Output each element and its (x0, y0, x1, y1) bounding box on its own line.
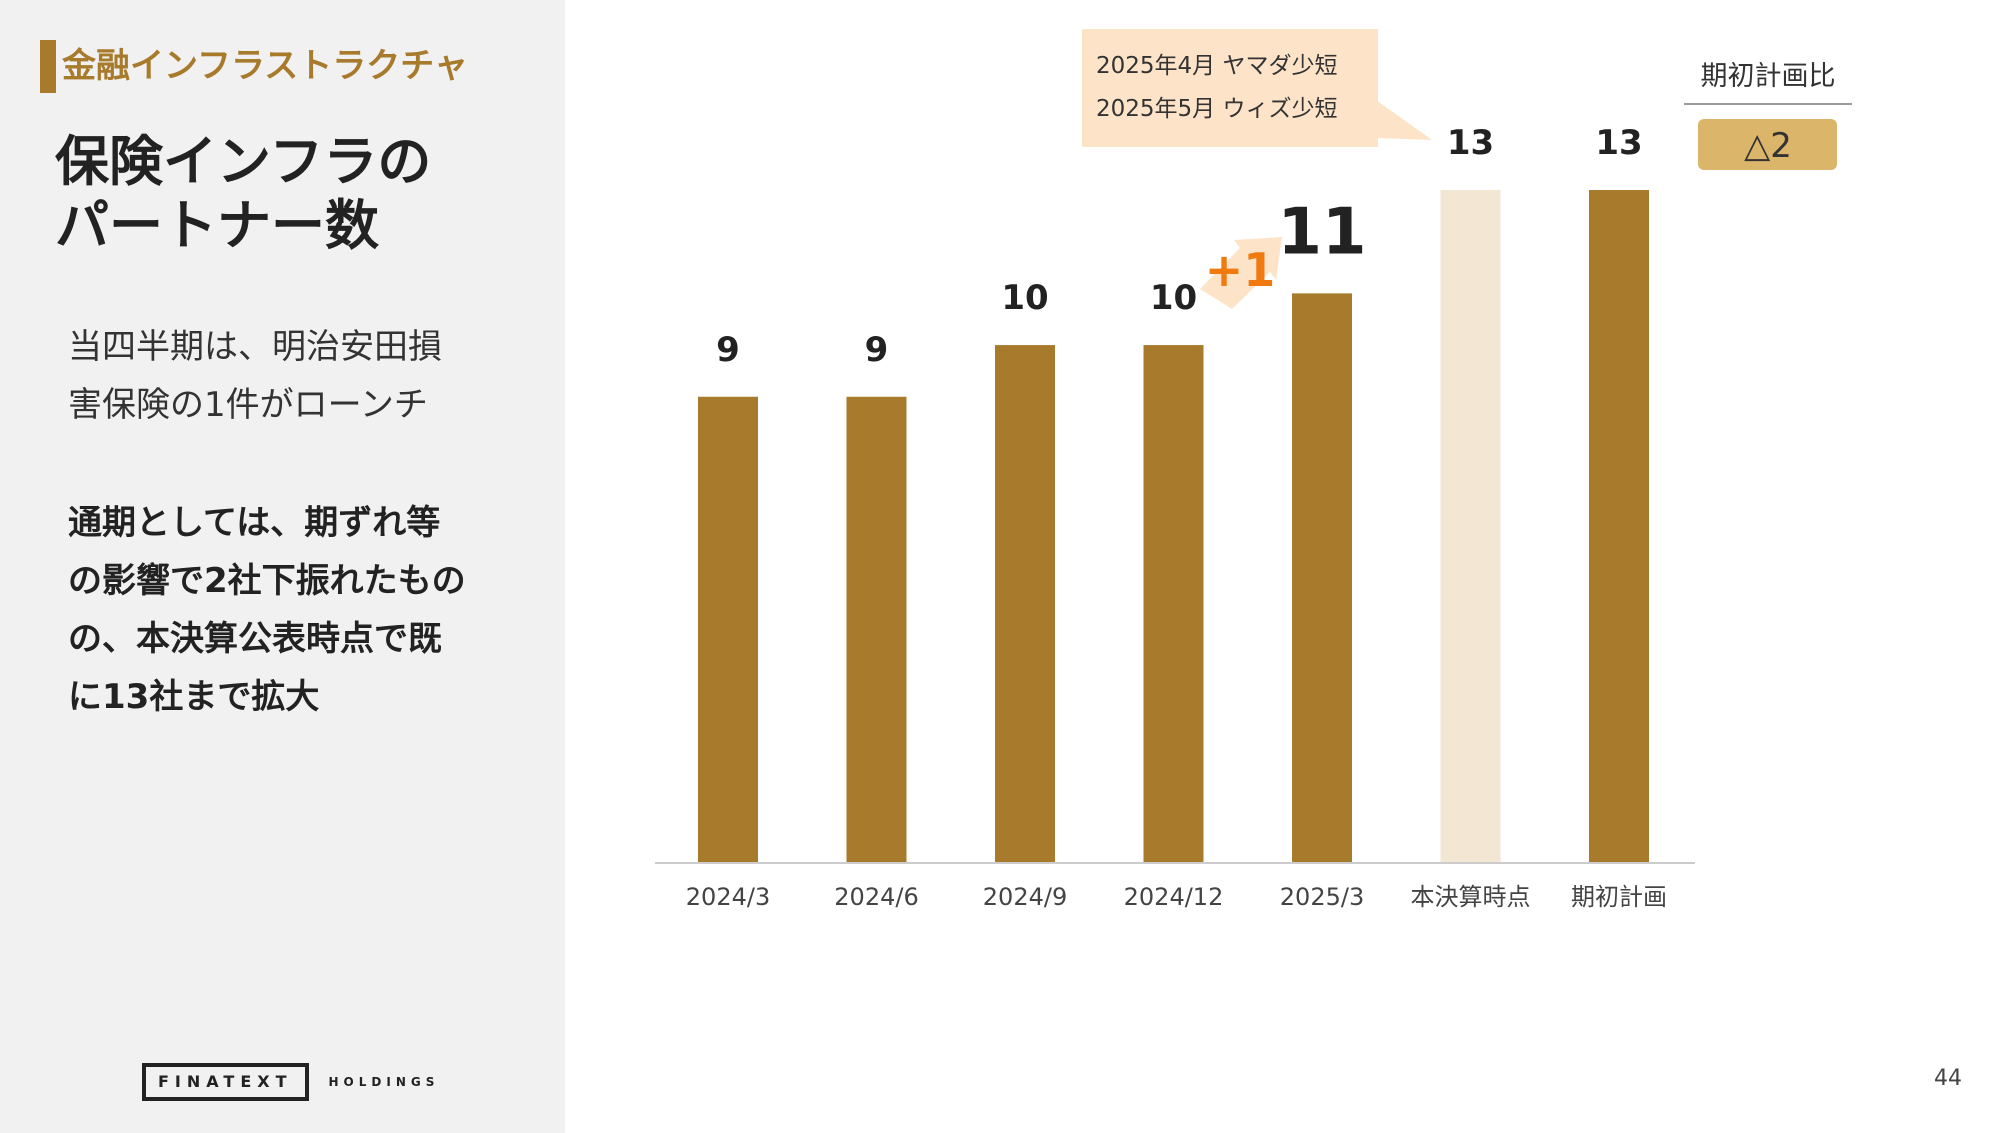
tick-labels-group: 2024/3 2024/6 2024/9 2024/12 2025/3 本決算時点 期初計画 (686, 883, 1667, 911)
plan-comparison: 期初計画比 △2 (1684, 61, 1852, 170)
tick-label-6: 期初計画 (1571, 883, 1667, 911)
page-number: 44 (1934, 1066, 1962, 1091)
body-text: 当四半期は、明治安田損 害保険の1件がローンチ (68, 318, 508, 434)
tick-label-4: 2025/3 (1280, 883, 1364, 911)
left-panel: 金融インフラストラクチャ 保険インフラの パートナー数 当四半期は、明治安田損 … (0, 0, 565, 1133)
increase-label: +1 (1205, 243, 1276, 297)
value-label-1: 9 (865, 330, 889, 370)
brand-logo-sub: HOLDINGS (328, 1075, 440, 1089)
bar-4 (1292, 293, 1352, 862)
bar-6 (1589, 190, 1649, 862)
body-line-1: 当四半期は、明治安田損 (68, 327, 442, 367)
callout-line-2: 2025年5月 ウィズ少短 (1096, 96, 1337, 122)
bar-3 (1143, 345, 1204, 863)
value-label-0: 9 (716, 330, 740, 370)
section-tag: 金融インフラストラクチャ (40, 40, 468, 93)
increase-marker: +1 (1200, 237, 1282, 309)
tick-label-5: 本決算時点 (1411, 883, 1531, 911)
body-line-2: 害保険の1件がローンチ (68, 385, 428, 425)
bar-2 (995, 345, 1055, 863)
acquisition-callout: 2025年4月 ヤマダ少短 2025年5月 ウィズ少短 (1082, 29, 1432, 147)
bars-group (698, 190, 1649, 863)
comparison-value: △2 (1744, 126, 1792, 166)
brand-logo: FINATEXT HOLDINGS (142, 1063, 439, 1101)
emphasis-text: 通期としては、期ずれ等 の影響で2社下振れたもの の、本決算公表時点で既 に13… (68, 494, 528, 726)
tick-label-1: 2024/6 (834, 883, 918, 911)
callout-box (1082, 29, 1378, 147)
value-labels-group: 9 9 10 10 11 13 13 (716, 123, 1643, 370)
bar-5 (1440, 190, 1501, 862)
tick-label-3: 2024/12 (1124, 883, 1224, 911)
emphasis-line-1: 通期としては、期ずれ等 (68, 503, 441, 543)
title-line-1: 保険インフラの (55, 130, 432, 193)
value-label-6: 13 (1595, 123, 1642, 163)
value-label-2: 10 (1001, 278, 1048, 318)
bar-0 (698, 396, 758, 862)
tick-label-2: 2024/9 (983, 883, 1067, 911)
callout-pointer (1376, 100, 1432, 140)
increase-arrow (1200, 237, 1282, 309)
emphasis-line-4: に13社まで拡大 (68, 677, 320, 717)
callout-line-1: 2025年4月 ヤマダ少短 (1096, 53, 1337, 79)
value-label-4: 11 (1277, 195, 1366, 269)
page-title: 保険インフラの パートナー数 (55, 130, 535, 258)
comparison-badge (1698, 119, 1837, 170)
value-label-3: 10 (1150, 278, 1197, 318)
title-line-2: パートナー数 (55, 194, 379, 257)
value-label-5: 13 (1447, 123, 1494, 163)
emphasis-line-2: の影響で2社下振れたもの (68, 561, 466, 601)
emphasis-line-3: の、本決算公表時点で既 (68, 619, 442, 659)
comparison-label: 期初計画比 (1701, 61, 1836, 92)
tick-label-0: 2024/3 (686, 883, 770, 911)
bar-1 (846, 396, 907, 862)
brand-logo-main: FINATEXT (142, 1063, 309, 1101)
